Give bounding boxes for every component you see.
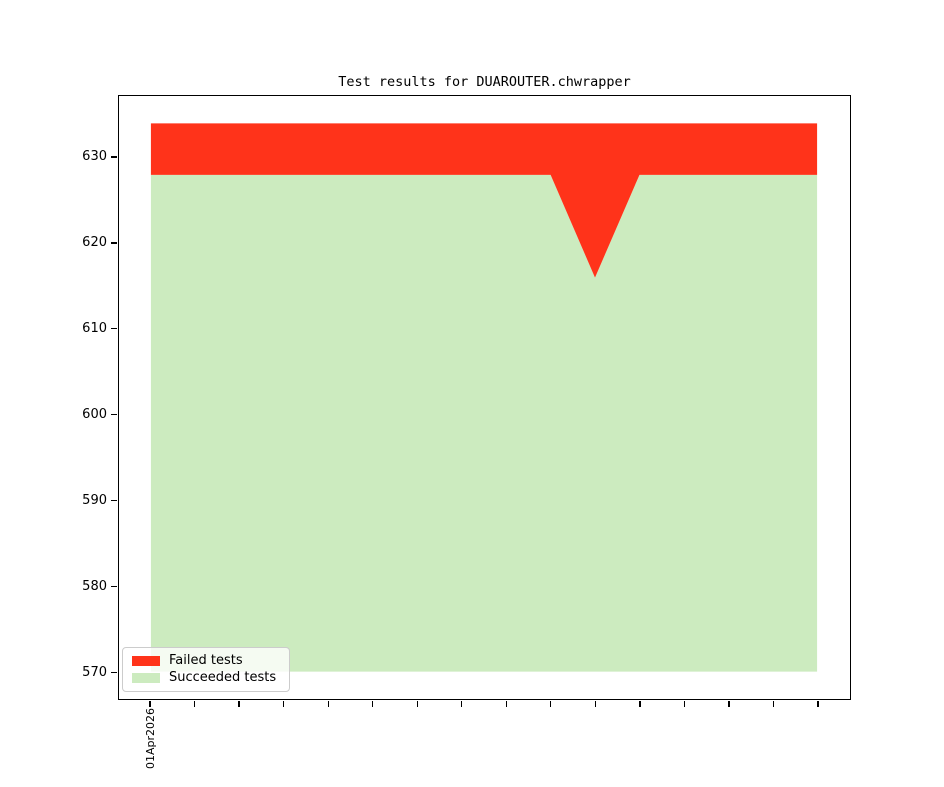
legend-label-succeeded: Succeeded tests — [169, 669, 277, 685]
failed-tests-swatch-icon — [132, 656, 160, 667]
y-tick-mark — [111, 242, 117, 244]
x-tick-mark — [594, 701, 597, 707]
legend-item-succeeded: Succeeded tests — [132, 670, 281, 686]
legend-label-failed: Failed tests — [169, 653, 243, 669]
y-tick-label: 610 — [82, 321, 107, 337]
y-tick-label: 600 — [82, 407, 107, 423]
legend: Failed tests Succeeded tests — [122, 647, 290, 692]
y-tick-label: 620 — [82, 235, 107, 251]
x-tick-mark — [505, 701, 507, 707]
y-tick-label: 630 — [82, 149, 107, 165]
x-tick-mark — [683, 701, 686, 707]
x-tick-mark — [372, 701, 374, 707]
x-tick-mark — [772, 701, 775, 707]
x-tick-mark — [416, 701, 418, 707]
y-tick-mark — [111, 671, 117, 674]
x-tick-mark — [193, 701, 196, 707]
x-tick-mark — [817, 701, 819, 707]
plot-area: Failed tests Succeeded tests — [118, 95, 851, 700]
y-tick-mark — [111, 585, 117, 588]
x-tick-mark — [728, 701, 730, 707]
x-tick-mark — [149, 701, 151, 707]
x-tick-mark — [461, 701, 463, 707]
y-tick-mark — [111, 500, 117, 502]
x-tick-mark — [639, 701, 641, 707]
x-tick-label-date: 01Apr2026 — [143, 707, 157, 769]
y-tick-mark — [111, 156, 117, 158]
y-tick-mark — [111, 414, 117, 416]
y-tick-label: 580 — [82, 579, 107, 595]
failed-tests-area — [150, 123, 818, 278]
chart-title: Test results for DUAROUTER.chwrapper — [338, 74, 631, 90]
succeeded-tests-swatch-icon — [132, 672, 160, 683]
legend-item-failed: Failed tests — [132, 653, 281, 669]
x-tick-mark — [327, 701, 329, 707]
x-tick-mark — [550, 701, 552, 707]
x-tick-mark — [238, 701, 240, 707]
succeeded-tests-area — [150, 174, 818, 672]
x-tick-mark — [283, 701, 285, 707]
y-tick-label: 570 — [82, 665, 107, 680]
y-tick-mark — [111, 328, 117, 330]
y-tick-label: 590 — [82, 493, 107, 509]
stacked-area-chart — [150, 123, 818, 672]
